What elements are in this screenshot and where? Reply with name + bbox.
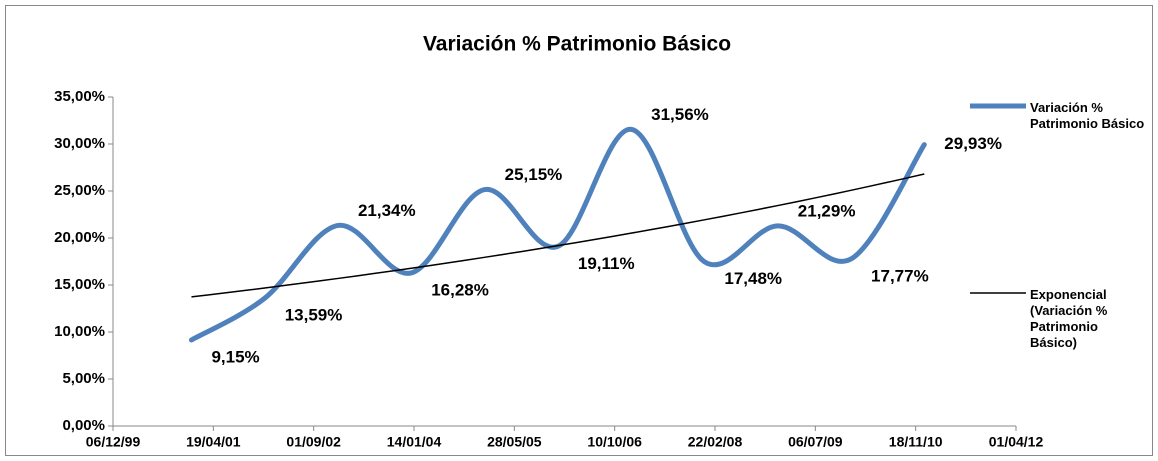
data-label: 21,29%: [798, 201, 856, 220]
x-tick-label: 01/04/12: [989, 434, 1044, 450]
data-label: 31,56%: [651, 105, 709, 124]
data-label: 13,59%: [285, 306, 343, 325]
x-tick-label: 06/12/99: [86, 434, 141, 450]
data-label: 16,28%: [431, 280, 489, 299]
data-line: [188, 126, 927, 343]
data-label: 29,93%: [944, 134, 1002, 153]
y-tick-label: 10,00%: [54, 323, 105, 340]
x-tick-label: 18/11/10: [889, 434, 943, 450]
chart-title: Variación % Patrimonio Básico: [423, 33, 731, 56]
legend-label: Exponencial (Variación % Patrimonio Bási…: [1030, 287, 1108, 350]
data-label: 17,48%: [724, 269, 782, 288]
data-label: 9,15%: [211, 347, 259, 366]
chart-border: [5, 5, 1153, 456]
x-tick-label: 01/09/02: [286, 434, 341, 450]
y-tick-label: 0,00%: [62, 417, 105, 434]
y-tick-label: 30,00%: [54, 135, 105, 152]
x-tick-label: 10/10/06: [587, 434, 642, 450]
x-tick-label: 28/05/05: [487, 434, 542, 450]
data-label: 17,77%: [871, 266, 929, 285]
data-label: 21,34%: [358, 201, 416, 220]
x-tick-label: 06/07/09: [788, 434, 843, 450]
data-label: 25,15%: [505, 165, 563, 184]
legend-label: Variación % Patrimonio Básico: [1030, 100, 1145, 131]
x-tick-label: 14/01/04: [387, 434, 442, 450]
y-tick-label: 35,00%: [54, 88, 105, 105]
y-tick-label: 20,00%: [54, 229, 105, 246]
x-tick-label: 22/02/08: [688, 434, 743, 450]
x-tick-label: 19/04/01: [186, 434, 241, 450]
y-tick-label: 25,00%: [54, 182, 105, 199]
y-tick-label: 15,00%: [54, 276, 105, 293]
data-label: 19,11%: [578, 254, 635, 273]
trend-line: [191, 173, 925, 298]
y-tick-label: 5,00%: [62, 370, 105, 387]
